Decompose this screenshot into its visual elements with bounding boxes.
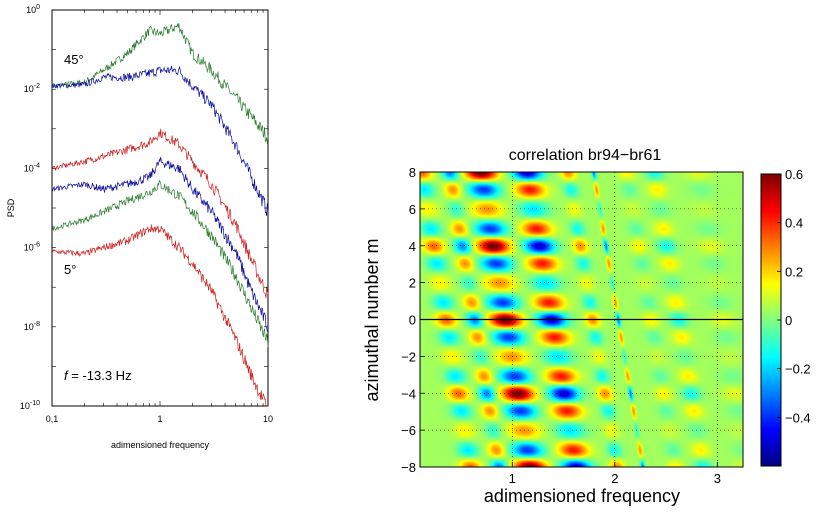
- psd-ytick-exp: 0: [36, 4, 40, 11]
- colorbar-tick-label: −0.4: [785, 410, 811, 425]
- heatmap-ytick-label: 6: [409, 202, 416, 217]
- heatmap-xtick-label: 3: [714, 471, 721, 486]
- correlation-panel: correlation br94−br61 1 2 3 8 6 4 2 0 −2 −4 −6 −8 a…: [362, 147, 811, 506]
- psd-xtick-label: 1: [157, 414, 162, 424]
- colorbar-tick-label: 0.6: [785, 167, 803, 182]
- psd-ytick-label: 10-4: [24, 162, 40, 173]
- heatmap-xtick-label: 1: [509, 471, 516, 486]
- psd-series-line: [51, 224, 268, 407]
- psd-ylabel: PSD: [6, 198, 16, 217]
- annotation-frequency: f = -13.3 Hz: [64, 368, 132, 383]
- annotation-frequency-symbol: f: [64, 368, 69, 383]
- colorbar-wrap: [761, 174, 781, 466]
- psd-ytick-exp: -8: [34, 321, 40, 328]
- psd-series-line: [51, 23, 269, 144]
- heatmap-ytick-label: −6: [401, 423, 416, 438]
- psd-plot-area: [51, 9, 269, 407]
- psd-series-line: [51, 179, 269, 348]
- heatmap-ytick-label: 2: [409, 276, 416, 291]
- psd-ytick-label: 10-10: [20, 400, 40, 411]
- psd-ytick-exp: -6: [34, 242, 40, 249]
- psd-xtick-label: 10: [263, 414, 273, 424]
- colorbar-tick-label: −0.2: [785, 362, 811, 377]
- heatmap-xlabel: adimensioned frequency: [484, 486, 680, 506]
- annotation-45deg: 45°: [64, 52, 84, 67]
- heatmap-ytick-label: −2: [401, 349, 416, 364]
- annotation-frequency-value: = -13.3 Hz: [68, 368, 132, 383]
- psd-ytick-base: 10: [24, 84, 34, 94]
- psd-ytick-base: 10: [24, 243, 34, 253]
- psd-ytick-base: 10: [24, 163, 34, 173]
- heatmap-ytick-label: 4: [409, 239, 416, 254]
- heatmap-ytick-label: 8: [409, 165, 416, 180]
- psd-ytick-base: 10: [26, 5, 36, 15]
- psd-ytick-exp: -10: [30, 400, 40, 407]
- colorbar-tick-label: 0: [785, 313, 792, 328]
- colorbar-tick-label: 0.2: [785, 264, 803, 279]
- heatmap-title: correlation br94−br61: [509, 147, 662, 164]
- heatmap-ticks: 1 2 3 8 6 4 2 0 −2 −4 −6 −8: [401, 165, 721, 486]
- psd-ytick-label: 100: [26, 4, 40, 15]
- psd-ytick-exp: -4: [34, 162, 40, 169]
- psd-xlabel: adimensioned frequency: [111, 440, 210, 450]
- colorbar-ticks: 0.6 0.4 0.2 0 −0.2 −0.4: [777, 167, 811, 425]
- psd-series-line: [51, 156, 269, 332]
- heatmap-ylabel: azimuthal number m: [362, 238, 382, 401]
- psd-ytick-base: 10: [20, 401, 30, 411]
- psd-ytick-label: 10-6: [24, 242, 40, 253]
- colorbar: [761, 174, 781, 466]
- annotation-5deg: 5°: [64, 262, 76, 277]
- heatmap-ytick-label: −8: [401, 460, 416, 475]
- psd-xtick-label: 0,1: [46, 414, 59, 424]
- psd-ytick-base: 10: [24, 322, 34, 332]
- psd-series-line: [51, 128, 269, 299]
- colorbar-tick-label: 0.4: [785, 216, 803, 231]
- psd-ytick-label: 10-8: [24, 321, 40, 332]
- heatmap-ytick-label: −4: [401, 386, 416, 401]
- heatmap-grid: [420, 171, 743, 468]
- heatmap-ytick-label: 0: [409, 313, 416, 328]
- psd-ytick-exp: -2: [34, 83, 40, 90]
- psd-series-group: [51, 23, 269, 407]
- heatmap-xtick-label: 2: [611, 471, 618, 486]
- psd-ytick-label: 10-2: [24, 83, 40, 94]
- psd-series-line: [51, 65, 269, 216]
